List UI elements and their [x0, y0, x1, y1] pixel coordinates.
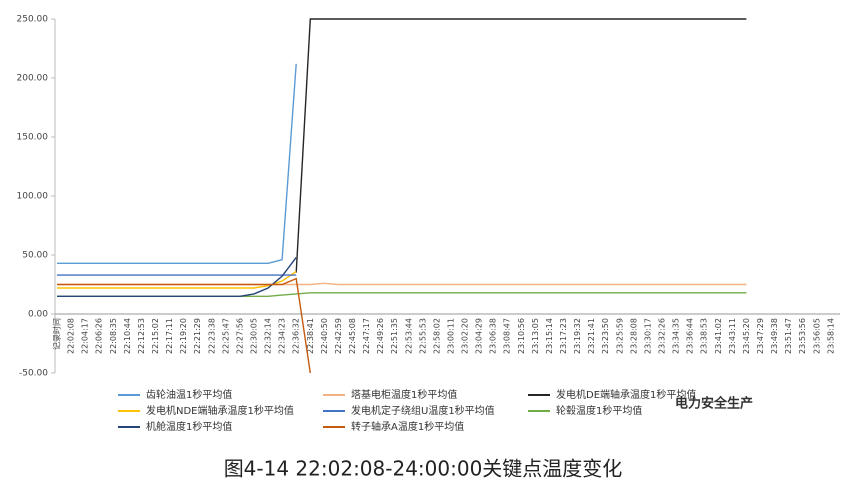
x-tick-label: 23:51:47: [784, 318, 793, 354]
legend-label: 齿轮油温1秒平均值: [146, 388, 232, 401]
x-tick-label: 22:23:38: [207, 318, 216, 354]
x-tick-label: 22:10:44: [123, 318, 132, 354]
x-tick-label: 23:28:08: [629, 318, 638, 354]
x-tick-label: 22:04:17: [81, 318, 90, 354]
x-tick-label: 22:51:35: [390, 318, 399, 354]
x-tick-label: 22:38:41: [306, 318, 315, 354]
x-tick-label: 23:58:14: [826, 318, 835, 354]
x-tick-label: 23:04:29: [475, 318, 484, 354]
legend-label: 塔基电柜温度1秒平均值: [351, 388, 457, 401]
x-tick-label: 23:10:56: [517, 318, 526, 354]
y-tick-label: 50.00: [22, 251, 48, 261]
x-tick-label: 23:49:38: [770, 318, 779, 354]
x-tick-label: 22:06:26: [95, 318, 104, 354]
series-line: [57, 63, 297, 264]
x-tick-label: 22:17:11: [165, 318, 174, 354]
y-tick-label: 200.00: [17, 74, 49, 84]
x-tick-label: 22:42:59: [334, 318, 343, 354]
x-tick-label: 23:25:59: [615, 318, 624, 354]
y-tick-label: 250.00: [17, 15, 49, 25]
legend-label: 发电机DE端轴承温度1秒平均值: [556, 388, 696, 401]
x-tick-label: 22:12:53: [137, 318, 146, 354]
legend-label: 发电机NDE端轴承温度1秒平均值: [146, 404, 294, 417]
x-tick-label: 23:36:44: [686, 318, 695, 354]
x-tick-label: 23:47:29: [756, 318, 765, 354]
x-tick-label: 22:21:29: [193, 318, 202, 354]
x-tick-label: 23:02:20: [461, 318, 470, 354]
x-tick-label: 23:34:35: [672, 318, 681, 354]
legend-label: 发电机定子绕组U温度1秒平均值: [351, 404, 495, 417]
x-tick-label: 22:40:50: [320, 318, 329, 354]
x-tick-label: 22:49:26: [376, 318, 385, 354]
x-tick-label: 23:56:05: [812, 318, 821, 354]
x-tick-label: 23:30:17: [643, 318, 652, 354]
legend-label: 机舱温度1秒平均值: [146, 420, 232, 433]
x-tick-label: 23:38:53: [700, 318, 709, 354]
legend-label: 轮毂温度1秒平均值: [556, 404, 642, 417]
x-tick-label: 23:21:41: [587, 318, 596, 354]
series-line: [57, 270, 297, 289]
y-tick-label: 0.00: [28, 310, 48, 320]
x-tick-label: 22:02:08: [67, 318, 76, 354]
x-tick-label: 23:23:50: [601, 318, 610, 354]
series-line: [57, 277, 311, 374]
x-tick-label: 23:00:11: [446, 318, 455, 354]
x-tick-label: 22:08:35: [109, 318, 118, 354]
x-tick-label: 23:43:11: [728, 318, 737, 354]
x-tick-label: 22:45:08: [348, 318, 357, 354]
y-tick-label: 150.00: [17, 133, 49, 143]
x-tick-label: 22:34:23: [278, 318, 287, 354]
x-tick-label: 22:30:05: [249, 318, 258, 354]
x-tick-label: 23:06:38: [489, 318, 498, 354]
x-tick-label: 22:15:02: [151, 318, 160, 354]
series-line: [57, 256, 297, 297]
x-tick-label: 23:32:26: [658, 318, 667, 354]
x-tick-label: 22:25:47: [221, 318, 230, 354]
legend-label: 转子轴承A温度1秒平均值: [351, 420, 464, 433]
x-tick-label: 23:13:05: [531, 318, 540, 354]
x-tick-label: 23:19:32: [573, 318, 582, 354]
x-tick-label: 23:15:14: [545, 318, 554, 354]
x-tick-label: 23:41:02: [714, 318, 723, 354]
y-tick-label: -50.00: [19, 369, 48, 379]
x-tick-label: 23:53:56: [798, 318, 807, 354]
x-tick-label: 22:53:44: [404, 318, 413, 354]
x-tick-label: 23:08:47: [503, 318, 512, 354]
watermark: 电力安全生产: [675, 396, 753, 412]
series-line: [295, 18, 747, 273]
x-tick-label: 22:36:32: [292, 318, 301, 354]
x-tick-label: 22:19:20: [179, 318, 188, 354]
x-tick-label: 23:45:20: [742, 318, 751, 354]
x-tick-label: 22:47:17: [362, 318, 371, 354]
x-tick-label: 22:27:56: [235, 318, 244, 354]
caption: 图4-14 22:02:08-24:00:00关键点温度变化: [224, 457, 623, 481]
x-tick-label: 22:58:02: [432, 318, 441, 354]
x-tick-label: 记录时间: [52, 318, 62, 350]
x-tick-label: 22:55:53: [418, 318, 427, 354]
x-tick-label: 23:17:23: [559, 318, 568, 354]
y-tick-label: 100.00: [17, 192, 49, 202]
x-tick-label: 22:32:14: [264, 318, 273, 354]
